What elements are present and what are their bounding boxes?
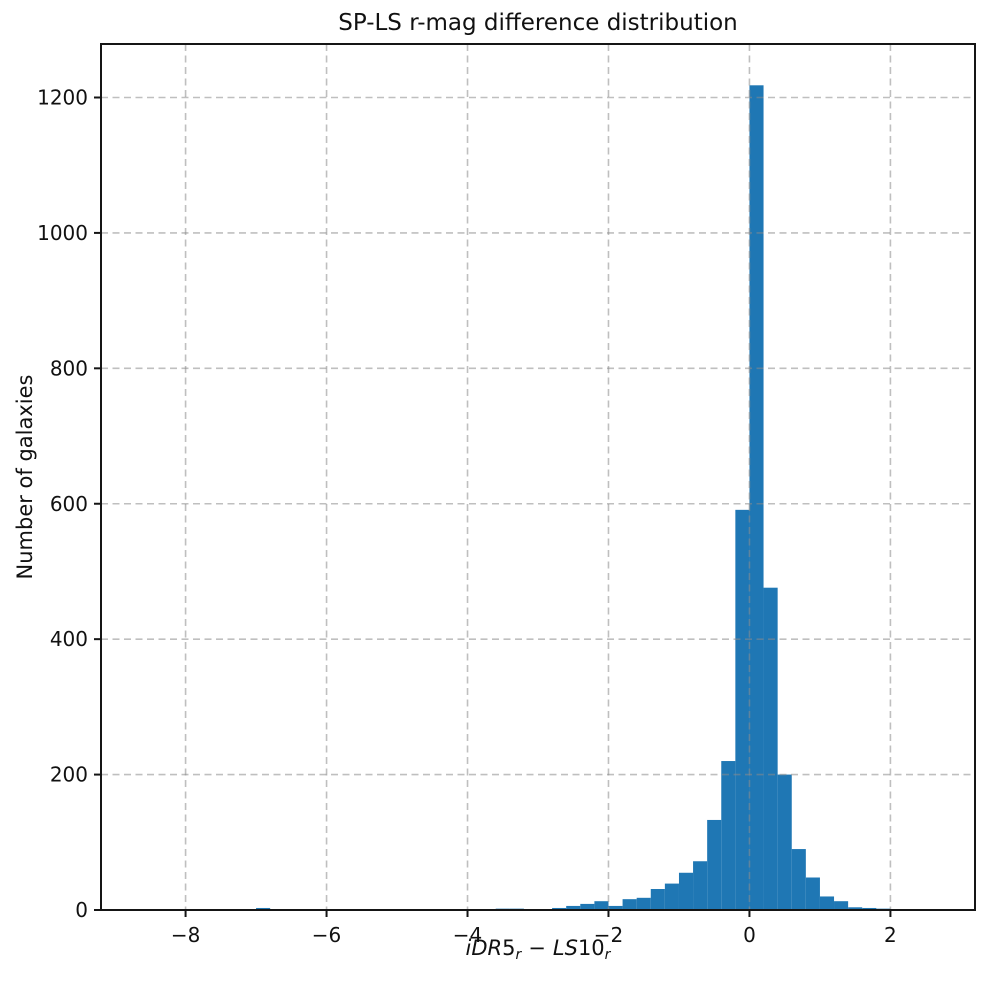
xlabel-term1-number: 5 [502,936,516,960]
xlabel-minus-operator: − [528,936,546,960]
histogram-bar [707,819,722,910]
histogram-bar [834,901,849,910]
histogram-bar [721,761,736,910]
histogram-bar [650,889,665,910]
histogram-bar [777,774,792,910]
histogram-bar [566,905,581,910]
y-tick-label: 400 [50,627,88,651]
x-tick-label: 2 [884,923,897,947]
y-tick-label: 200 [50,763,88,787]
histogram-bar [636,897,651,910]
y-axis-label: Number of galaxies [13,374,37,580]
chart-title: SP-LS r-mag difference distribution [338,10,738,36]
histogram-bar [693,861,708,910]
histogram-bar [552,907,567,910]
histogram-bar [608,905,623,910]
y-tick-label: 0 [75,898,88,922]
histogram-bar [256,907,271,910]
xlabel-term2-subscript: r [604,947,611,963]
histogram-bar [594,901,609,910]
y-tick-label: 1200 [37,85,88,109]
histogram-bar [735,509,750,910]
y-tick-label: 1000 [37,221,88,245]
x-tick-label: −4 [453,923,482,947]
x-tick-label: −8 [171,923,200,947]
histogram-bar [862,907,877,910]
histogram-bar [805,877,820,910]
histogram-bar [791,849,806,910]
histogram-bar [819,896,835,910]
histogram-bar [622,899,637,910]
plot-spines [100,43,976,911]
x-tick-label: −6 [312,923,341,947]
histogram-bar [580,903,595,910]
histogram-bar [749,85,764,911]
x-axis-label: iDR5r − LS10r [101,936,975,963]
xlabel-term2: LS [552,936,578,960]
histogram-bar [848,907,863,910]
xlabel-term1-subscript: r [515,947,522,963]
histogram-bar [678,872,694,910]
x-tick-label: −2 [594,923,623,947]
y-tick-label: 600 [50,492,88,516]
histogram-bar [763,587,778,910]
x-tick-label: 0 [743,923,756,947]
xlabel-term1: iDR [465,936,503,960]
xlabel-term2-number: 10 [577,936,605,960]
histogram-bar [664,883,679,910]
y-tick-label: 800 [50,356,88,380]
